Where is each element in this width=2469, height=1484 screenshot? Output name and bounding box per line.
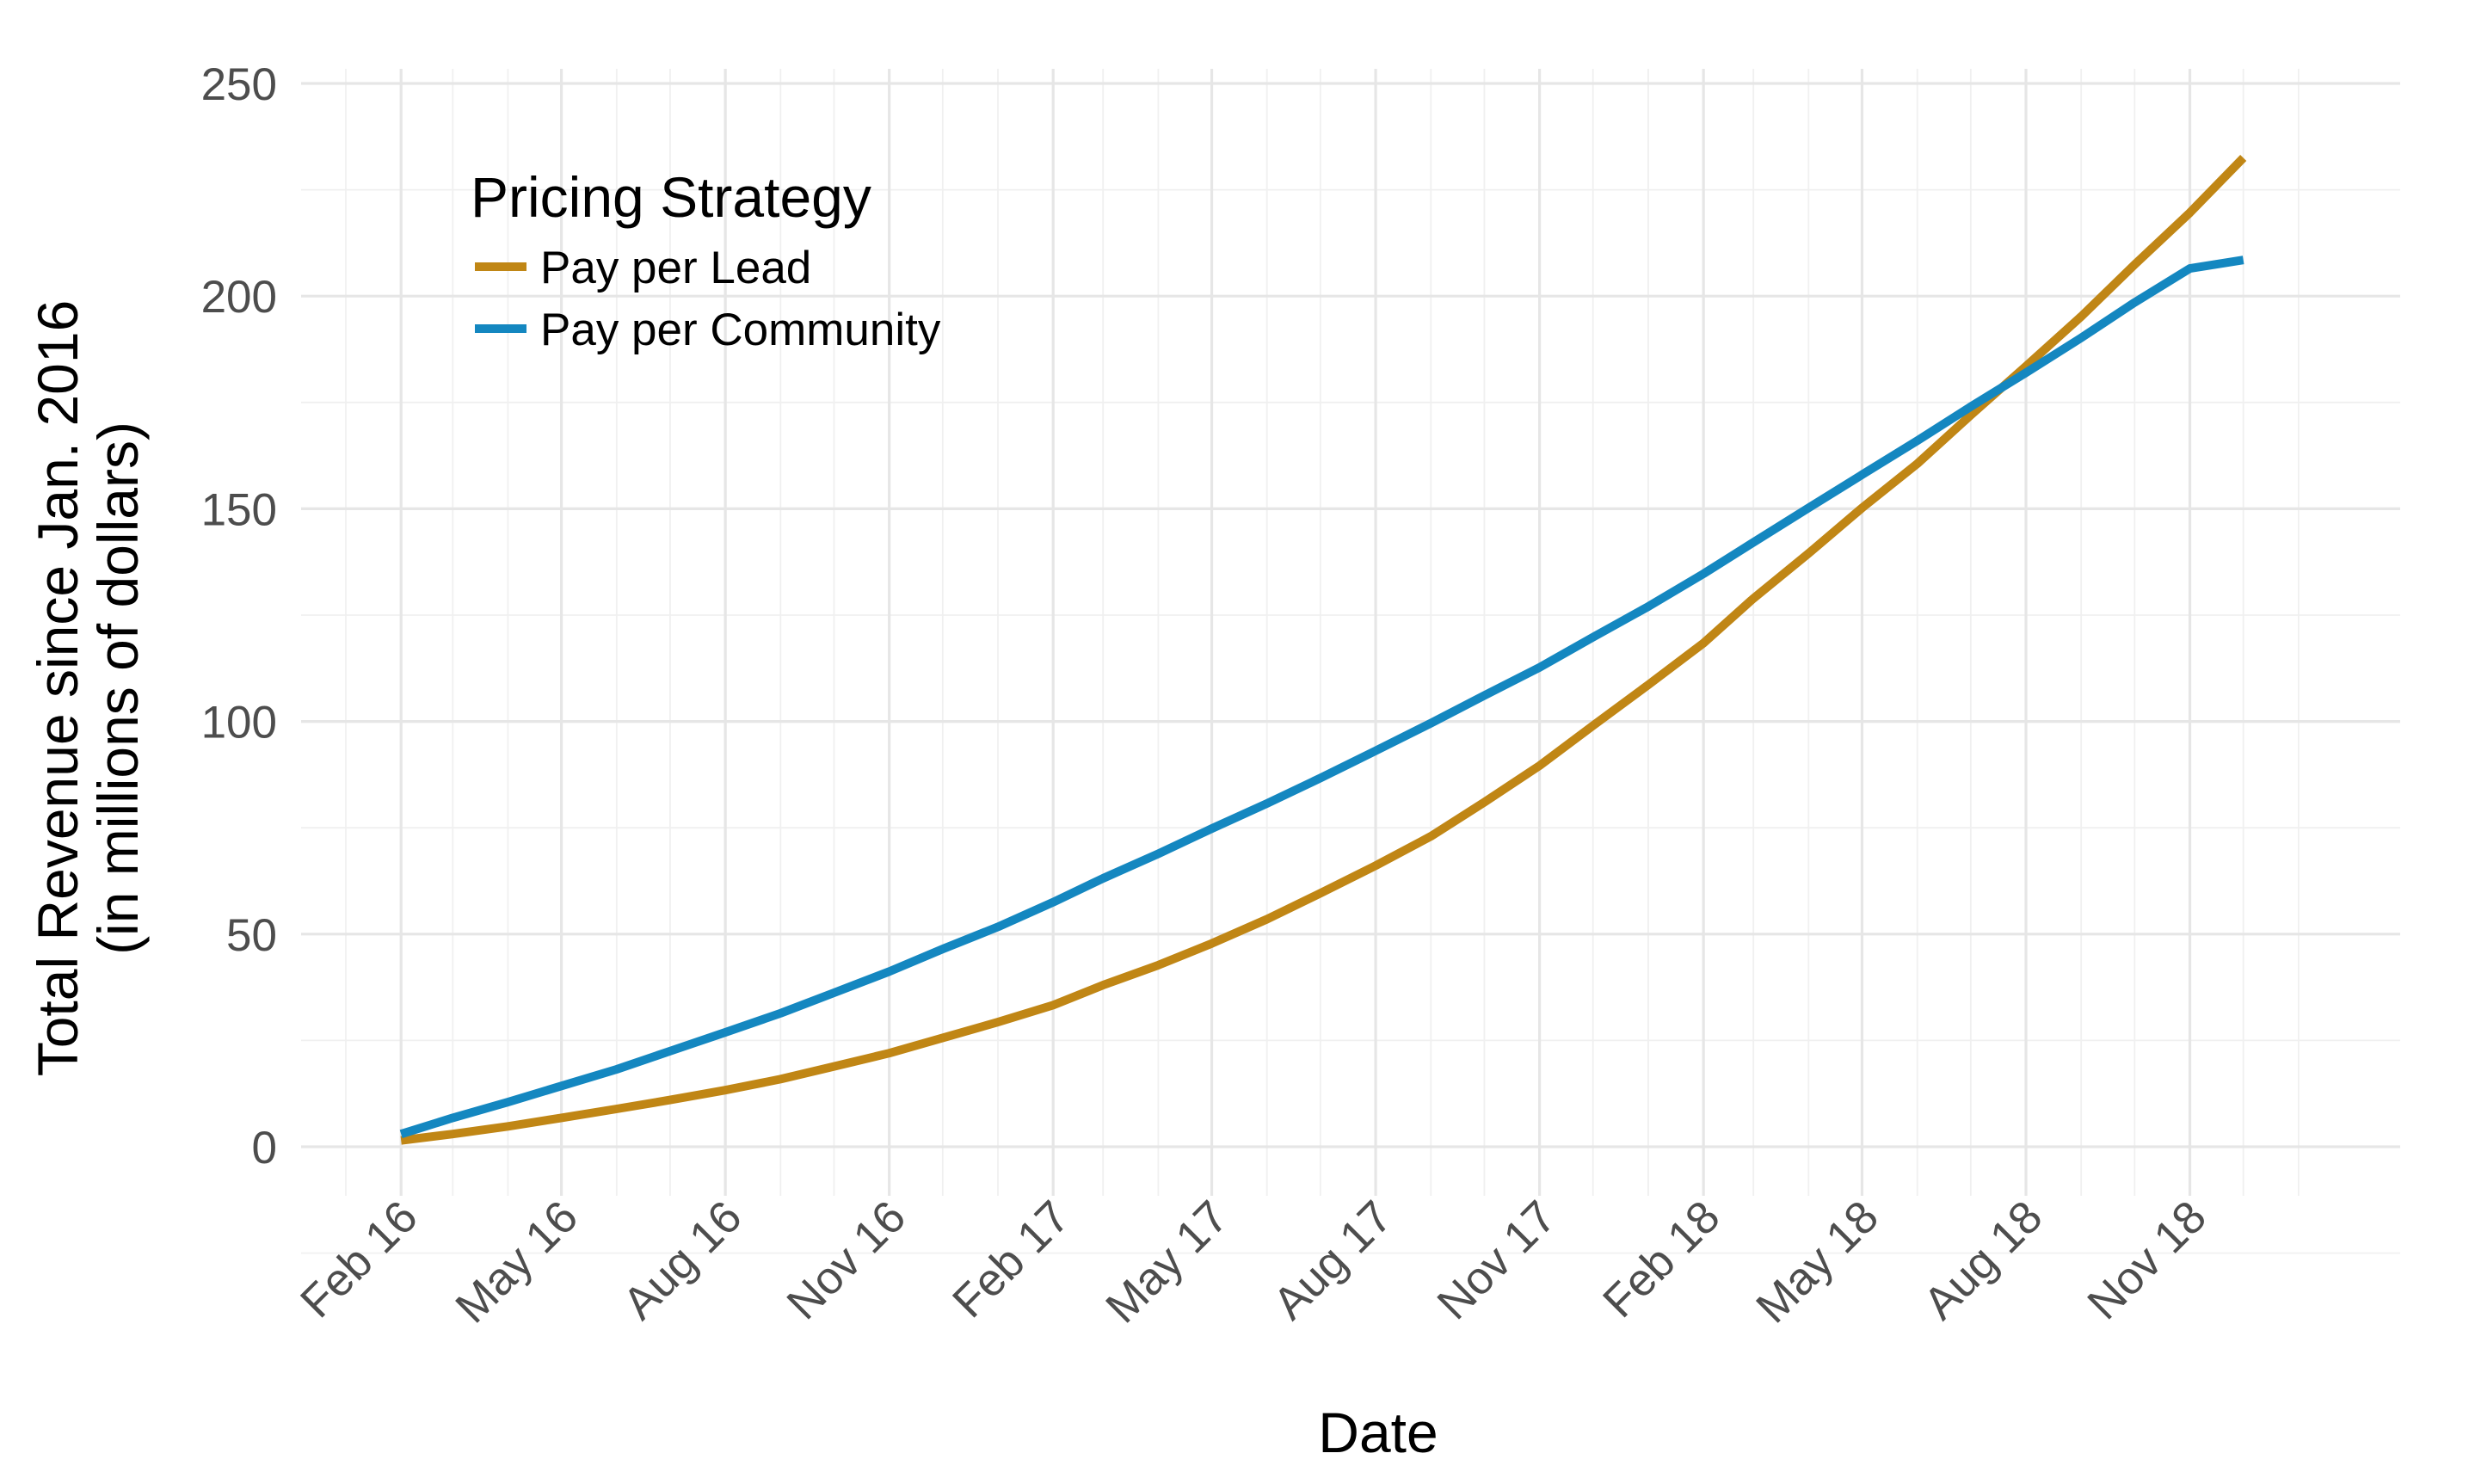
series-line [400,155,2247,1145]
legend-title: Pricing Strategy [471,165,871,229]
x-tick-label: Feb 18 [1593,1192,1729,1327]
y-axis-title-line-1: Total Revenue since Jan. 2016 [26,300,89,1077]
x-tick-label: Nov 17 [1428,1192,1566,1329]
x-tick-label: Nov 16 [778,1192,915,1329]
x-tick-label: May 18 [1746,1192,1888,1333]
x-axis-tick-labels: Feb 16 May 16 Aug 16 Nov 16 Feb 17 May 17 Aug … [291,1192,2216,1333]
y-tick-label: 250 [201,59,277,110]
y-axis-title: Total Revenue since Jan. 2016 (in millio… [26,300,150,1077]
x-tick-label: May 16 [446,1192,588,1333]
x-axis-title: Date [1318,1401,1438,1464]
x-tick-label: May 17 [1096,1192,1238,1333]
y-tick-label: 0 [252,1123,277,1173]
x-tick-label: Aug 16 [613,1192,752,1330]
legend-label: Pay per Lead [540,243,811,293]
y-tick-label: 150 [201,484,277,535]
legend-label: Pay per Community [540,305,941,355]
legend-items: Pay per Lead Pay per Community [475,243,941,355]
y-tick-label: 50 [226,910,277,961]
x-tick-label: Aug 17 [1264,1192,1402,1330]
y-axis-tick-labels: 0 50 100 150 200 250 [201,59,277,1173]
y-tick-label: 100 [201,698,277,748]
minor-gridlines [301,69,2400,1254]
series-lines [399,155,2247,1145]
x-tick-label: Feb 16 [291,1192,427,1327]
y-tick-label: 200 [201,272,277,323]
major-gridlines [301,69,2400,1196]
x-tick-label: Aug 18 [1914,1192,2053,1330]
legend: Pricing Strategy Pay per Lead Pay per Com… [471,165,941,355]
x-tick-label: Nov 18 [2078,1192,2216,1329]
y-axis-title-line-2: (in millions of dollars) [86,422,150,955]
x-tick-label: Feb 17 [943,1192,1079,1327]
series-line [399,256,2244,1138]
